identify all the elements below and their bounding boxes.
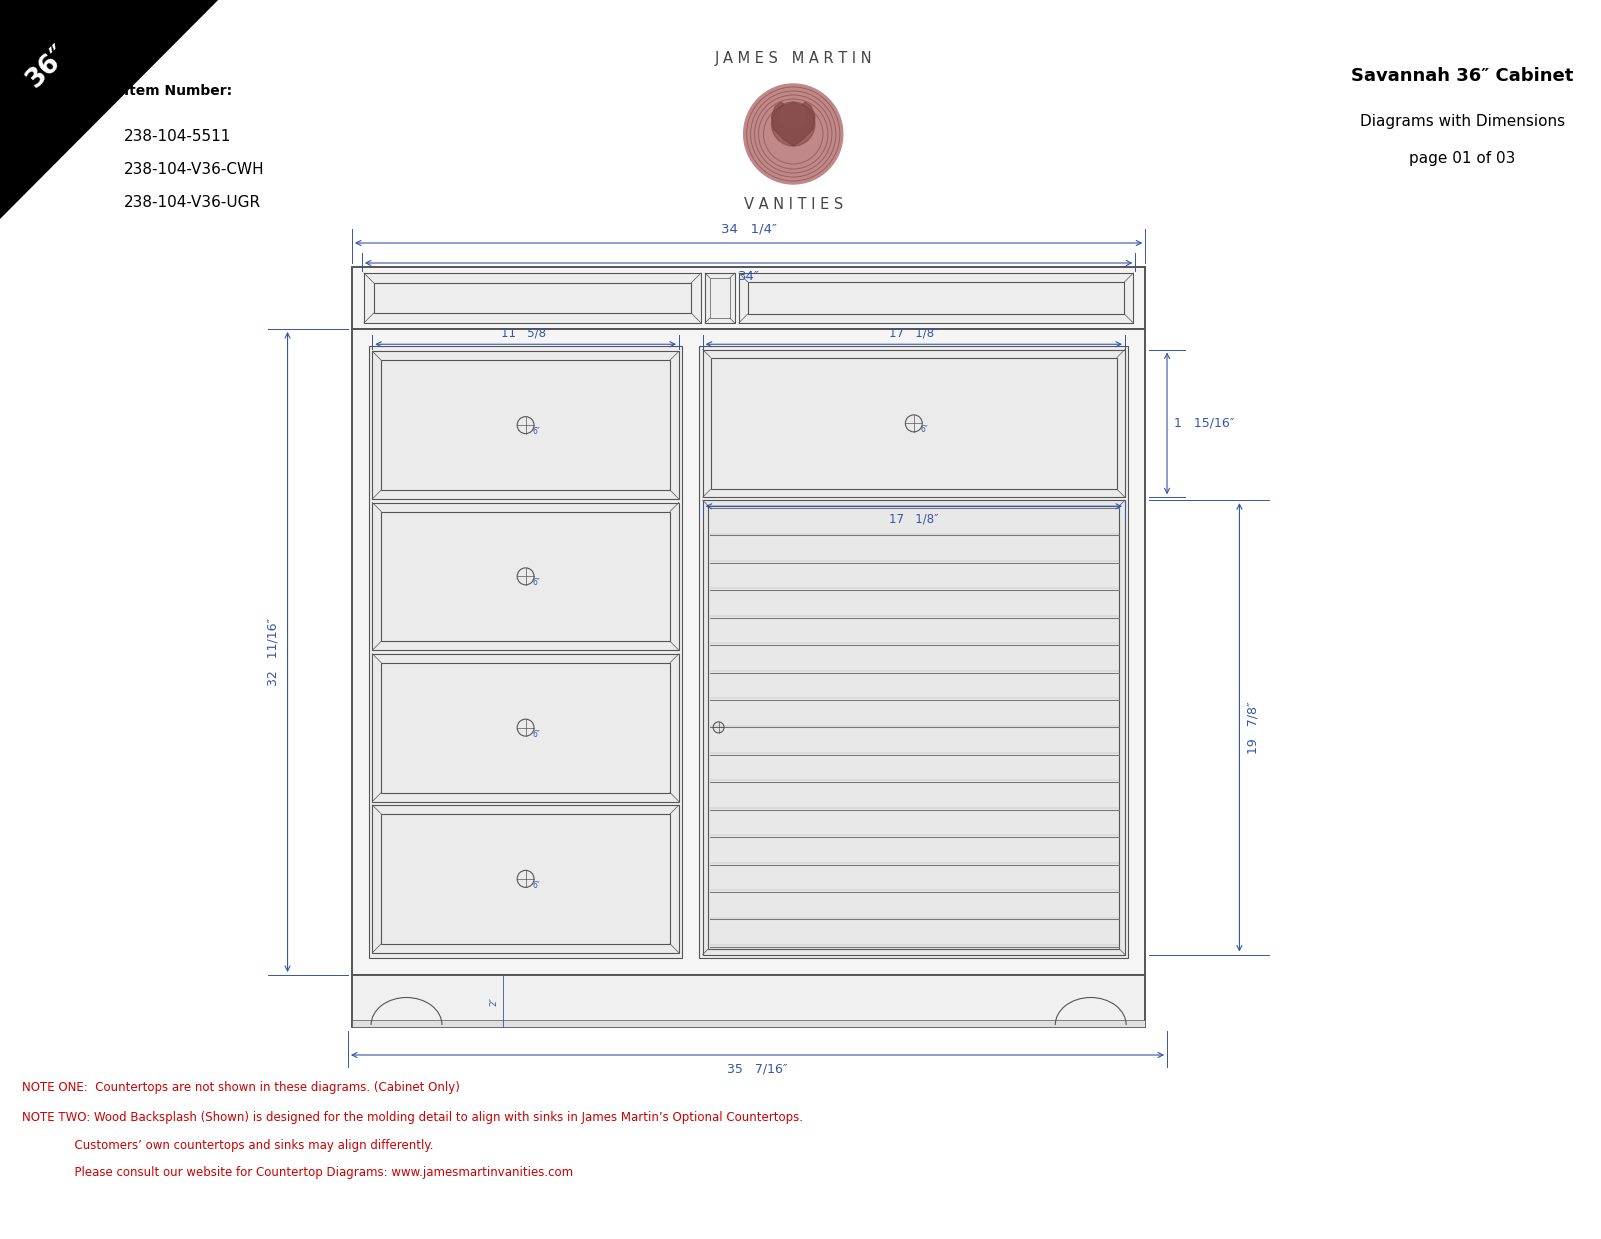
Bar (373, 351, 679, 499)
Bar (373, 805, 679, 953)
Text: 6″: 6″ (533, 730, 540, 738)
Circle shape (743, 84, 842, 185)
Text: 1   15/16″: 1 15/16″ (1174, 416, 1234, 430)
Bar (704, 273, 735, 323)
Bar (373, 282, 692, 313)
Bar (703, 501, 1126, 954)
Bar (381, 814, 669, 944)
Bar (352, 266, 1145, 330)
Text: page 01 of 03: page 01 of 03 (1409, 151, 1516, 166)
Bar (708, 506, 1119, 949)
Circle shape (780, 103, 807, 129)
Bar (709, 278, 730, 318)
Text: 238-104-V36-UGR: 238-104-V36-UGR (123, 195, 261, 209)
Circle shape (772, 102, 815, 146)
Bar (700, 346, 1129, 958)
Text: 238-104-5511: 238-104-5511 (123, 129, 231, 144)
Text: Savannah 36″ Cabinet: Savannah 36″ Cabinet (1351, 67, 1574, 85)
Text: V A N I T I E S: V A N I T I E S (743, 197, 842, 212)
Bar (738, 273, 1134, 323)
Text: Customers’ own countertops and sinks may align differently.: Customers’ own countertops and sinks may… (22, 1139, 434, 1152)
Bar (381, 361, 669, 489)
Text: 34″: 34″ (738, 270, 759, 282)
Bar (711, 358, 1117, 489)
Text: 17   1/8″: 17 1/8″ (889, 326, 938, 339)
Bar (363, 273, 701, 323)
Text: NOTE ONE:  Countertops are not shown in these diagrams. (Cabinet Only): NOTE ONE: Countertops are not shown in t… (22, 1080, 459, 1094)
Text: 34   1/4″: 34 1/4″ (720, 223, 776, 235)
Bar (381, 512, 669, 642)
Polygon shape (772, 102, 815, 146)
Text: Diagrams with Dimensions: Diagrams with Dimensions (1359, 114, 1566, 129)
Text: J A M E S   M A R T I N: J A M E S M A R T I N (714, 51, 873, 66)
Text: 35   7/16″: 35 7/16″ (727, 1062, 788, 1075)
Text: 11   5/8″: 11 5/8″ (501, 326, 551, 339)
Text: 36″: 36″ (21, 41, 74, 93)
Text: 6″: 6″ (533, 427, 540, 436)
Text: 6″: 6″ (533, 881, 540, 890)
Text: 6″: 6″ (533, 579, 540, 587)
Bar (703, 349, 1126, 497)
Bar (352, 975, 1145, 1027)
Bar (373, 654, 679, 802)
Text: Item Number:: Item Number: (123, 84, 232, 98)
Bar (368, 346, 682, 958)
Text: NOTE TWO: Wood Backsplash (Shown) is designed for the molding detail to align wi: NOTE TWO: Wood Backsplash (Shown) is des… (22, 1111, 802, 1124)
Text: 2″: 2″ (490, 996, 500, 1006)
Bar (373, 503, 679, 650)
Bar (352, 1020, 1145, 1027)
Text: 19   7/8″: 19 7/8″ (1246, 701, 1260, 753)
Bar (748, 282, 1124, 313)
Text: 17   1/8″: 17 1/8″ (889, 512, 938, 525)
Text: 238-104-V36-CWH: 238-104-V36-CWH (123, 162, 264, 177)
Bar (381, 663, 669, 793)
Bar (352, 330, 1145, 975)
Text: 6″: 6″ (921, 425, 929, 435)
Text: 32   11/16″: 32 11/16″ (267, 618, 280, 686)
Polygon shape (0, 0, 218, 219)
Text: Please consult our website for Countertop Diagrams: www.jamesmartinvanities.com: Please consult our website for Counterto… (22, 1166, 573, 1180)
